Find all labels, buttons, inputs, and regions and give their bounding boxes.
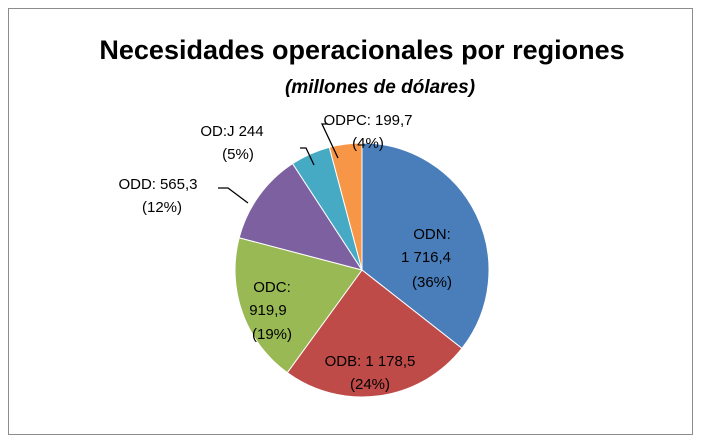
data-label-part: 1 178,5 xyxy=(365,353,415,370)
data-label-part: (5%) xyxy=(222,146,254,163)
data-label: 1 716,4 xyxy=(401,249,451,266)
data-label: (36%) xyxy=(412,274,452,291)
data-label-part: 244 xyxy=(239,123,264,140)
data-label-part: ODN: xyxy=(413,226,451,243)
leader-line xyxy=(300,147,315,166)
data-label-part: 199,7 xyxy=(375,112,413,129)
data-label: (4%) xyxy=(352,135,384,152)
pie-slice xyxy=(238,162,364,271)
data-label-part: (4%) xyxy=(352,135,384,152)
data-label-part: 1 716,4 xyxy=(401,249,451,266)
data-label-part: ODB: xyxy=(325,353,362,370)
pie-slice xyxy=(234,237,363,374)
leader-line xyxy=(218,187,249,204)
data-label: ODB: 1 178,5 xyxy=(325,353,416,370)
pie-slice xyxy=(286,269,463,398)
pie-slice xyxy=(361,142,490,350)
chart-title: Necesidades operacionales por regiones xyxy=(99,35,624,65)
data-label-part: 919,9 xyxy=(249,302,287,319)
data-label: 919,9 xyxy=(249,302,287,319)
data-label: ODC: xyxy=(253,279,291,296)
data-label-part: (12%) xyxy=(142,199,182,216)
leader-line xyxy=(320,123,339,159)
data-label-part: ODC: xyxy=(253,279,291,296)
data-label-part: 565,3 xyxy=(160,176,198,193)
data-label: OD:J 244 xyxy=(200,123,263,140)
data-label: (5%) xyxy=(222,146,254,163)
data-label-part: OD:J xyxy=(200,123,234,140)
data-label: ODPC: 199,7 xyxy=(323,112,412,129)
data-label-part: (36%) xyxy=(412,274,452,291)
data-label-part: (24%) xyxy=(350,376,390,393)
data-label: (19%) xyxy=(252,326,292,343)
pie-slice xyxy=(328,142,363,271)
data-label: (12%) xyxy=(142,199,182,216)
data-label: ODN: xyxy=(413,226,451,243)
chart-subtitle: (millones de dólares) xyxy=(285,77,475,98)
data-label-part: ODPC: xyxy=(323,112,371,129)
data-label-part: (19%) xyxy=(252,326,292,343)
data-label-part: ODD: xyxy=(118,176,156,193)
data-label: ODD: 565,3 xyxy=(118,176,197,193)
data-label: (24%) xyxy=(350,376,390,393)
